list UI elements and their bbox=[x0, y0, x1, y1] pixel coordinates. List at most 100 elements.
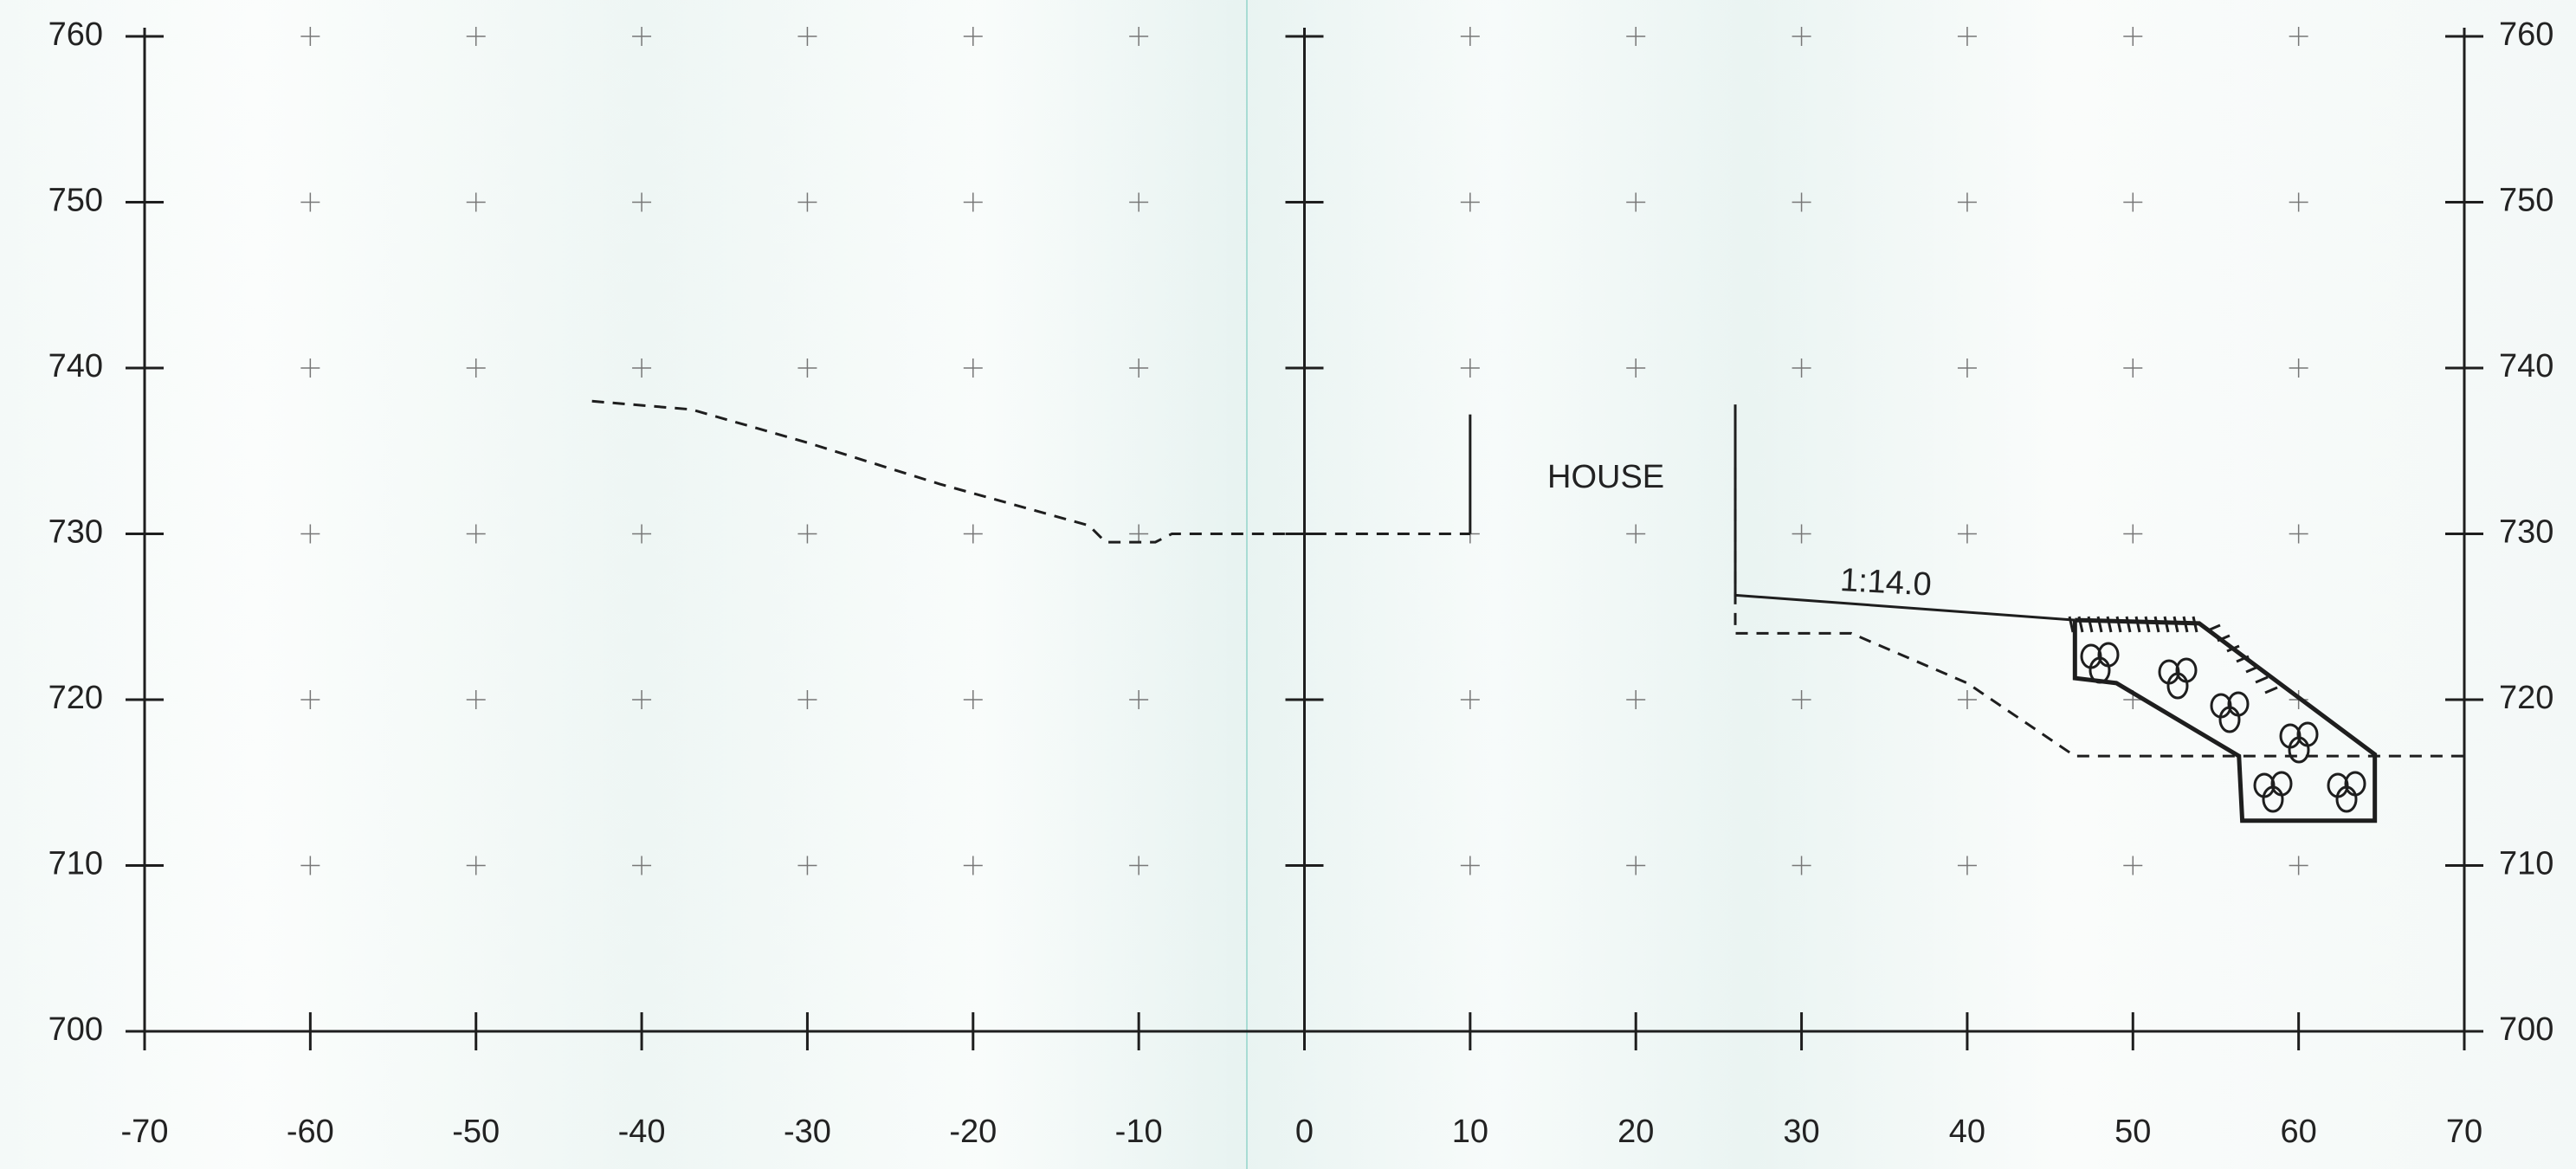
grid-cross bbox=[963, 27, 983, 46]
x-tick-label: 10 bbox=[1452, 1114, 1488, 1150]
grid-cross bbox=[300, 358, 320, 378]
profile-line bbox=[2072, 617, 2378, 823]
hatch bbox=[2144, 616, 2151, 633]
grid-cross bbox=[797, 856, 817, 875]
grid-cross bbox=[2289, 192, 2308, 212]
grid-cross bbox=[1957, 856, 1977, 875]
grid-cross bbox=[1957, 524, 1977, 544]
y-tick-label: 700 bbox=[48, 1011, 103, 1048]
grid-cross bbox=[1792, 192, 1811, 212]
x-tick-label: 40 bbox=[1949, 1114, 1985, 1150]
grid-cross bbox=[300, 690, 320, 709]
grid-cross bbox=[963, 524, 983, 544]
grid-cross bbox=[963, 856, 983, 875]
grid-cross bbox=[1792, 27, 1811, 46]
grid-cross bbox=[300, 524, 320, 544]
grid-cross bbox=[632, 690, 652, 709]
grid-cross bbox=[1129, 192, 1149, 212]
x-tick-label: -60 bbox=[287, 1114, 334, 1150]
grid-cross bbox=[2289, 524, 2308, 544]
grid-cross bbox=[2123, 27, 2143, 46]
grid-cross bbox=[1460, 358, 1480, 378]
y-tick-label: 760 bbox=[2499, 16, 2553, 53]
y-tick-label: 730 bbox=[48, 514, 103, 551]
grid-cross bbox=[1129, 524, 1149, 544]
x-tick-label: 0 bbox=[1295, 1114, 1314, 1150]
grid-cross bbox=[1460, 27, 1480, 46]
y-tick-label: 730 bbox=[2499, 514, 2553, 551]
y-tick-label: 720 bbox=[48, 680, 103, 716]
x-tick-label: 60 bbox=[2281, 1114, 2317, 1150]
y-tick-label: 710 bbox=[2499, 846, 2553, 882]
grid-cross bbox=[466, 192, 486, 212]
grid-cross bbox=[1792, 856, 1811, 875]
x-tick-label: 30 bbox=[1783, 1114, 1819, 1150]
grid-cross bbox=[1460, 192, 1480, 212]
hatch bbox=[2255, 675, 2269, 684]
grid-cross bbox=[1626, 856, 1646, 875]
x-tick-label: -70 bbox=[121, 1114, 169, 1150]
grid-cross bbox=[1626, 690, 1646, 709]
y-tick-label: 750 bbox=[48, 183, 103, 219]
grid-cross bbox=[1626, 358, 1646, 378]
grid-cross bbox=[632, 856, 652, 875]
grid-cross bbox=[2123, 856, 2143, 875]
grid-cross bbox=[632, 524, 652, 544]
y-tick-label: 740 bbox=[48, 348, 103, 384]
y-tick-label: 700 bbox=[2499, 1011, 2553, 1048]
x-tick-label: 70 bbox=[2446, 1114, 2482, 1150]
grid-cross bbox=[2289, 358, 2308, 378]
x-tick-label: 20 bbox=[1617, 1114, 1654, 1150]
grid-cross bbox=[1626, 524, 1646, 544]
grid-cross bbox=[1626, 192, 1646, 212]
x-tick-label: 50 bbox=[2114, 1114, 2151, 1150]
grid-cross bbox=[1792, 358, 1811, 378]
profile-line bbox=[1733, 467, 2464, 758]
grid-cross bbox=[466, 27, 486, 46]
grid-cross bbox=[963, 358, 983, 378]
grid-cross bbox=[797, 690, 817, 709]
boulder bbox=[2335, 785, 2358, 813]
grid-cross bbox=[1129, 27, 1149, 46]
y-tick-label: 720 bbox=[2499, 680, 2553, 716]
x-tick-label: -50 bbox=[452, 1114, 500, 1150]
grid-cross bbox=[963, 192, 983, 212]
grid-cross bbox=[1792, 690, 1811, 709]
grid-cross bbox=[300, 27, 320, 46]
grid-cross bbox=[466, 856, 486, 875]
x-tick-label: -20 bbox=[949, 1114, 997, 1150]
grid-cross bbox=[797, 524, 817, 544]
grid-cross bbox=[797, 358, 817, 378]
x-tick-label: -10 bbox=[1115, 1114, 1163, 1150]
hatch bbox=[2134, 616, 2141, 633]
grid-cross bbox=[632, 358, 652, 378]
y-tick-label: 750 bbox=[2499, 183, 2553, 219]
grid-cross bbox=[1957, 27, 1977, 46]
y-tick-label: 760 bbox=[48, 16, 103, 53]
grid-cross bbox=[963, 690, 983, 709]
grid-cross bbox=[1792, 524, 1811, 544]
boulder bbox=[2262, 785, 2284, 813]
grid-cross bbox=[1626, 27, 1646, 46]
profile-line bbox=[591, 399, 1470, 544]
grid-cross bbox=[2123, 524, 2143, 544]
hatch bbox=[2125, 616, 2132, 633]
grid-cross bbox=[632, 27, 652, 46]
grid-cross bbox=[2123, 192, 2143, 212]
grid-cross bbox=[632, 192, 652, 212]
boulder bbox=[2218, 706, 2241, 733]
grid-cross bbox=[1129, 690, 1149, 709]
grid-cross bbox=[300, 192, 320, 212]
grid-cross bbox=[1957, 192, 1977, 212]
boulder bbox=[2166, 672, 2189, 700]
grid-cross bbox=[2289, 27, 2308, 46]
grid-cross bbox=[466, 524, 486, 544]
grid-cross bbox=[1460, 856, 1480, 875]
hatch bbox=[2115, 616, 2122, 633]
grid-cross bbox=[1957, 358, 1977, 378]
x-tick-label: -30 bbox=[784, 1114, 831, 1150]
grid-cross bbox=[2123, 358, 2143, 378]
grid-cross bbox=[797, 27, 817, 46]
